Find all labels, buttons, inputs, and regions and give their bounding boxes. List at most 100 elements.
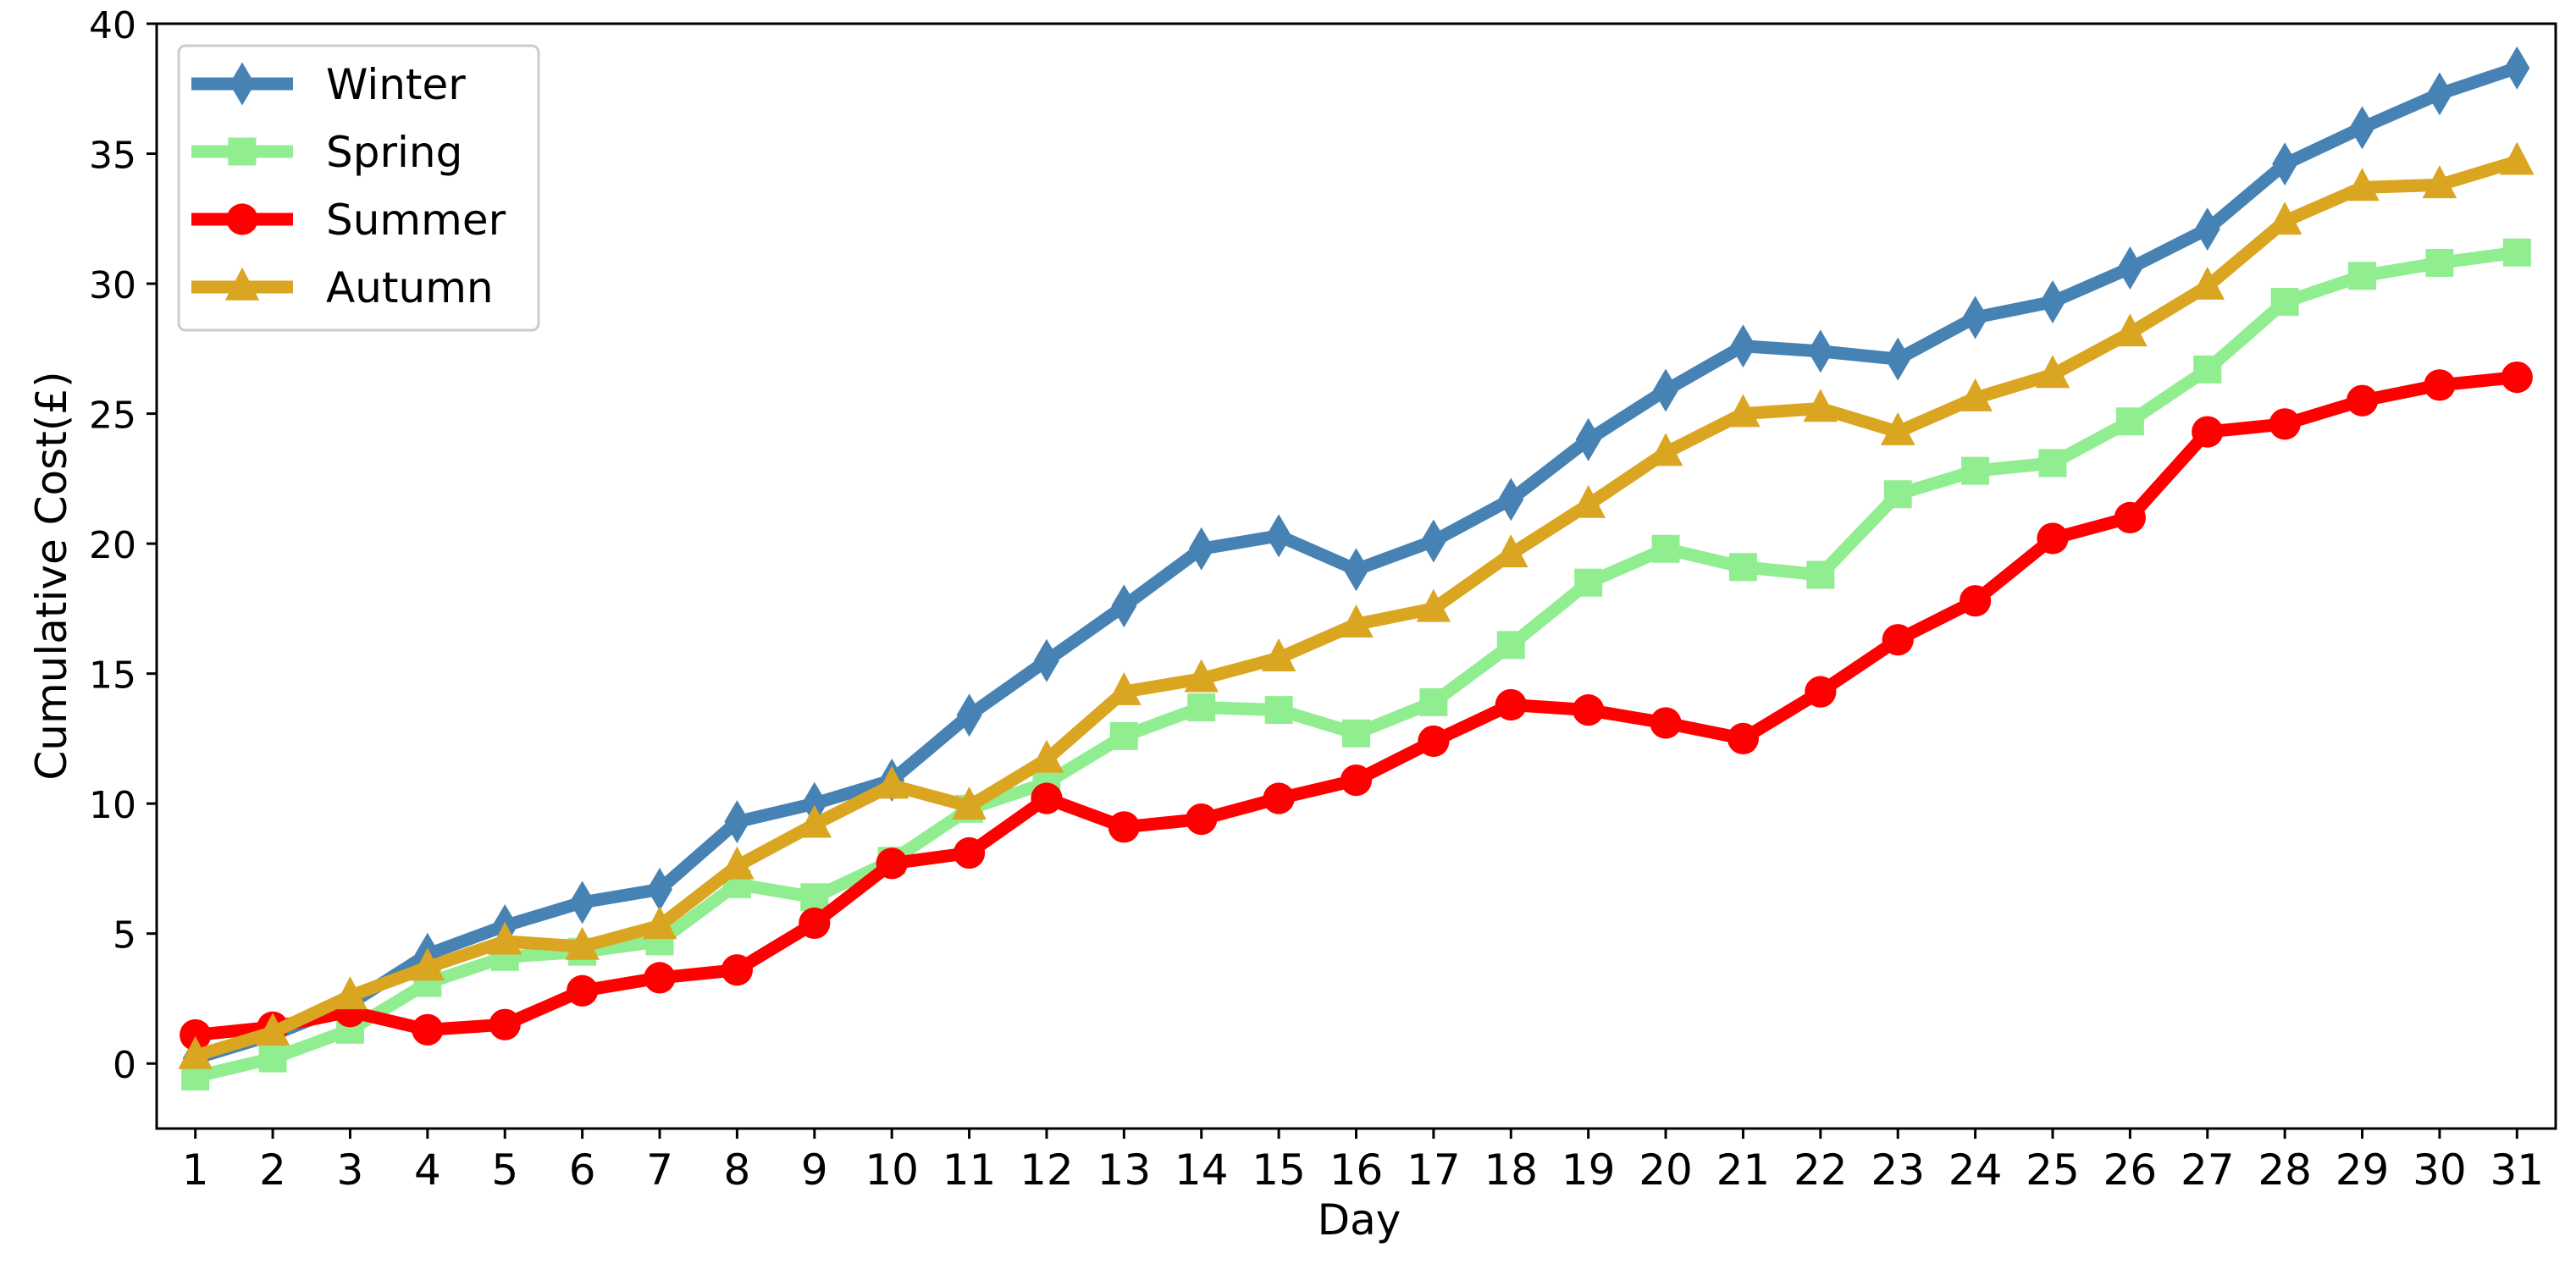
y-tick-label: 30 [89, 264, 136, 307]
data-point-spring [800, 883, 829, 912]
data-point-autumn [2267, 201, 2302, 235]
data-point-autumn [2113, 313, 2148, 347]
x-tick-label: 8 [723, 1145, 750, 1195]
data-point-summer [2114, 501, 2146, 534]
data-point-autumn [720, 846, 755, 880]
data-point-autumn [1880, 411, 1915, 445]
x-tick-label: 29 [2336, 1145, 2390, 1195]
x-tick-label: 6 [569, 1145, 596, 1195]
x-tick-label: 7 [646, 1145, 673, 1195]
data-point-summer [1573, 694, 1605, 726]
legend-label: Winter [326, 60, 466, 109]
data-point-summer [1805, 676, 1837, 708]
y-axis-label: Cumulative Cost(£) [27, 371, 76, 780]
legend-item-summer: Summer [191, 196, 506, 245]
data-point-summer [489, 1008, 521, 1040]
data-point-winter [1111, 584, 1137, 628]
data-point-winter [1188, 527, 1214, 571]
data-point-autumn [1958, 378, 1993, 411]
data-point-summer [644, 962, 676, 994]
data-point-spring [2425, 248, 2454, 277]
data-point-summer [2424, 369, 2456, 401]
x-tick-label: 17 [1407, 1145, 1461, 1195]
data-point-autumn [952, 786, 987, 820]
x-tick-label: 4 [414, 1145, 441, 1195]
x-tick-label: 31 [2490, 1145, 2544, 1195]
data-point-autumn [642, 906, 677, 940]
legend-marker [224, 267, 260, 301]
data-point-summer [953, 836, 986, 869]
x-tick-label: 13 [1097, 1145, 1152, 1195]
data-point-autumn [1571, 484, 1606, 518]
data-point-summer [1650, 707, 1682, 739]
x-tick-label: 30 [2413, 1145, 2467, 1195]
data-point-summer [180, 1018, 212, 1051]
x-tick-label: 22 [1794, 1145, 1848, 1195]
x-tick-label: 28 [2258, 1145, 2312, 1195]
x-tick-label: 26 [2103, 1145, 2158, 1195]
legend-label: Summer [326, 196, 506, 245]
data-point-winter [569, 880, 595, 925]
legend: Winter Spring Summer Autumn [177, 44, 540, 332]
data-point-summer [2346, 384, 2379, 417]
data-point-summer [799, 907, 831, 940]
data-point-autumn [255, 1013, 290, 1046]
x-tick-label: 1 [182, 1145, 209, 1195]
y-tick-label: 10 [89, 784, 136, 827]
x-tick-label: 18 [1484, 1145, 1538, 1195]
y-tick-label: 0 [113, 1044, 136, 1087]
legend-item-spring: Spring [191, 128, 462, 177]
data-point-spring [1419, 687, 1448, 716]
legend-label: Spring [326, 128, 462, 177]
data-point-spring [1496, 631, 1525, 660]
data-point-spring [1187, 693, 1216, 722]
x-tick-label: 25 [2026, 1145, 2080, 1195]
y-tick-label: 25 [89, 395, 136, 438]
data-point-summer [1727, 722, 1760, 755]
series-lines [178, 46, 2535, 1091]
data-point-winter [1885, 337, 1911, 381]
data-point-spring [1806, 560, 1835, 589]
data-point-summer [1495, 688, 1527, 721]
x-axis-label: Day [1318, 1195, 1401, 1245]
legend-item-autumn: Autumn [191, 263, 494, 312]
data-point-autumn [1184, 659, 1219, 693]
data-point-summer [2192, 416, 2224, 448]
data-point-summer [1340, 764, 1373, 797]
legend-marker [229, 62, 255, 106]
data-point-winter [2117, 246, 2143, 290]
data-point-winter [1730, 324, 1756, 368]
data-point-autumn [2190, 266, 2225, 300]
data-point-spring [2348, 262, 2377, 290]
x-tick-label: 19 [1562, 1145, 1616, 1195]
data-point-autumn [1648, 433, 1683, 466]
data-point-winter [647, 868, 673, 912]
data-point-spring [2115, 407, 2144, 436]
x-tick-label: 27 [2181, 1145, 2235, 1195]
data-point-winter [2504, 46, 2530, 90]
data-point-autumn [565, 926, 600, 960]
legend-label: Autumn [326, 263, 494, 312]
data-point-spring [1109, 721, 1138, 750]
data-point-autumn [1261, 638, 1296, 671]
data-point-winter [1343, 548, 1369, 592]
data-point-winter [1575, 417, 1601, 461]
legend-box [177, 44, 540, 332]
data-point-summer [721, 954, 754, 986]
axes: 1 2 3 4 5 6 7 8 9 10 11 12 13 14 15 16 17 18 19 20 21 22 23 24 2… [89, 4, 2557, 1195]
x-tick-label: 20 [1639, 1145, 1693, 1195]
x-tick-label: 16 [1329, 1145, 1384, 1195]
data-point-winter [1266, 514, 1292, 558]
data-point-spring [2502, 238, 2531, 267]
y-tick-label: 20 [89, 524, 136, 567]
data-point-summer [1418, 725, 1450, 758]
data-point-autumn [797, 804, 832, 838]
data-point-winter [1653, 368, 1679, 412]
data-point-autumn [1726, 394, 1761, 428]
x-tick-label: 2 [259, 1145, 286, 1195]
data-point-autumn [874, 765, 909, 799]
data-point-winter [1420, 519, 1446, 563]
x-tick-label: 15 [1252, 1145, 1306, 1195]
data-point-winter [956, 693, 982, 737]
